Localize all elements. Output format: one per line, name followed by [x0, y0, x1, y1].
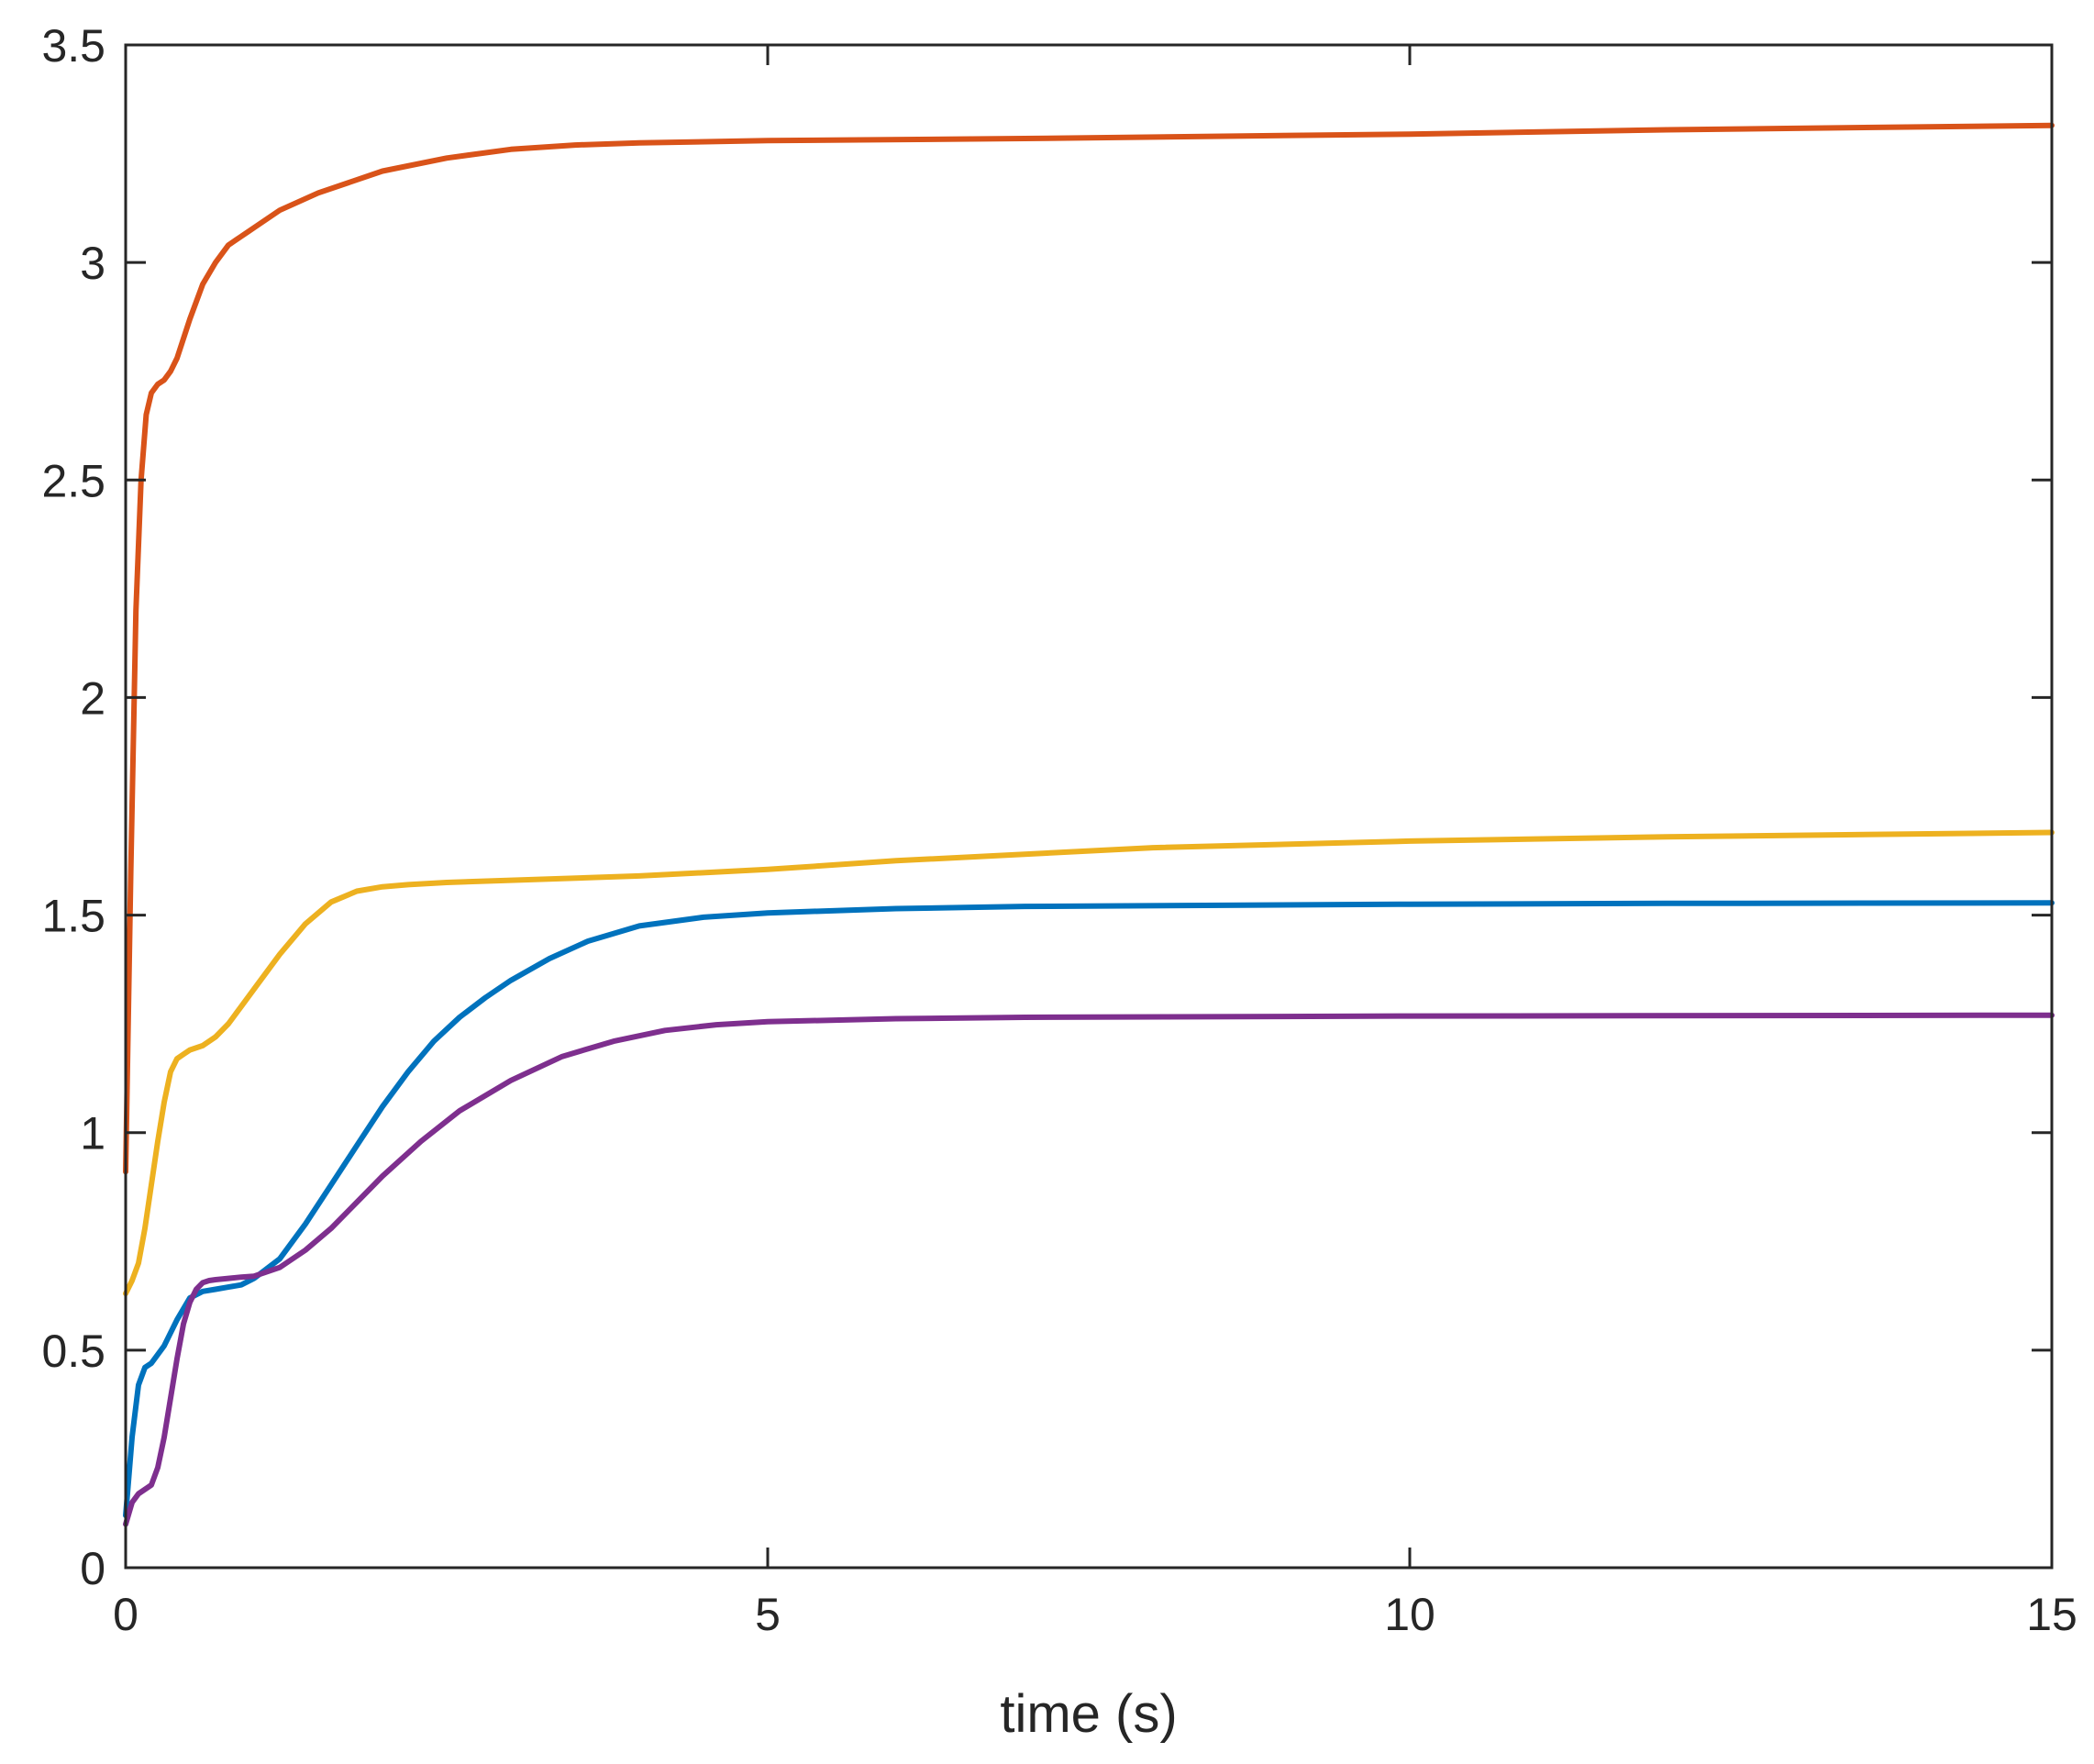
x-tick-label: 0 — [113, 1589, 138, 1640]
x-tick-label: 10 — [1384, 1589, 1435, 1640]
series-line-1 — [123, 122, 2055, 1175]
x-axis-label: time (s) — [1000, 1684, 1177, 1744]
series-line-3 — [123, 900, 2055, 1519]
x-tick-label: 5 — [755, 1589, 781, 1640]
y-tick-label: 0.5 — [41, 1326, 105, 1377]
y-tick-label: 3 — [80, 238, 105, 289]
y-tick-label: 3.5 — [41, 20, 105, 72]
plot-frame — [124, 43, 2054, 1570]
series-layer — [123, 122, 2055, 1527]
plot-background — [126, 45, 2052, 1568]
tick-layer: 0 5 10 15 0 0.5 1 1.5 2 2.5 3 3.5 — [41, 20, 2077, 1640]
y-tick-label: 2.5 — [41, 455, 105, 506]
y-tick-label: 1.5 — [41, 891, 105, 942]
y-tick-label: 1 — [80, 1108, 105, 1159]
y-tick-label: 0 — [80, 1543, 105, 1594]
series-line-4 — [123, 1012, 2055, 1527]
y-tick-label: 2 — [80, 672, 105, 724]
x-tick-label: 15 — [2026, 1589, 2077, 1640]
series-line-2 — [123, 829, 2055, 1297]
